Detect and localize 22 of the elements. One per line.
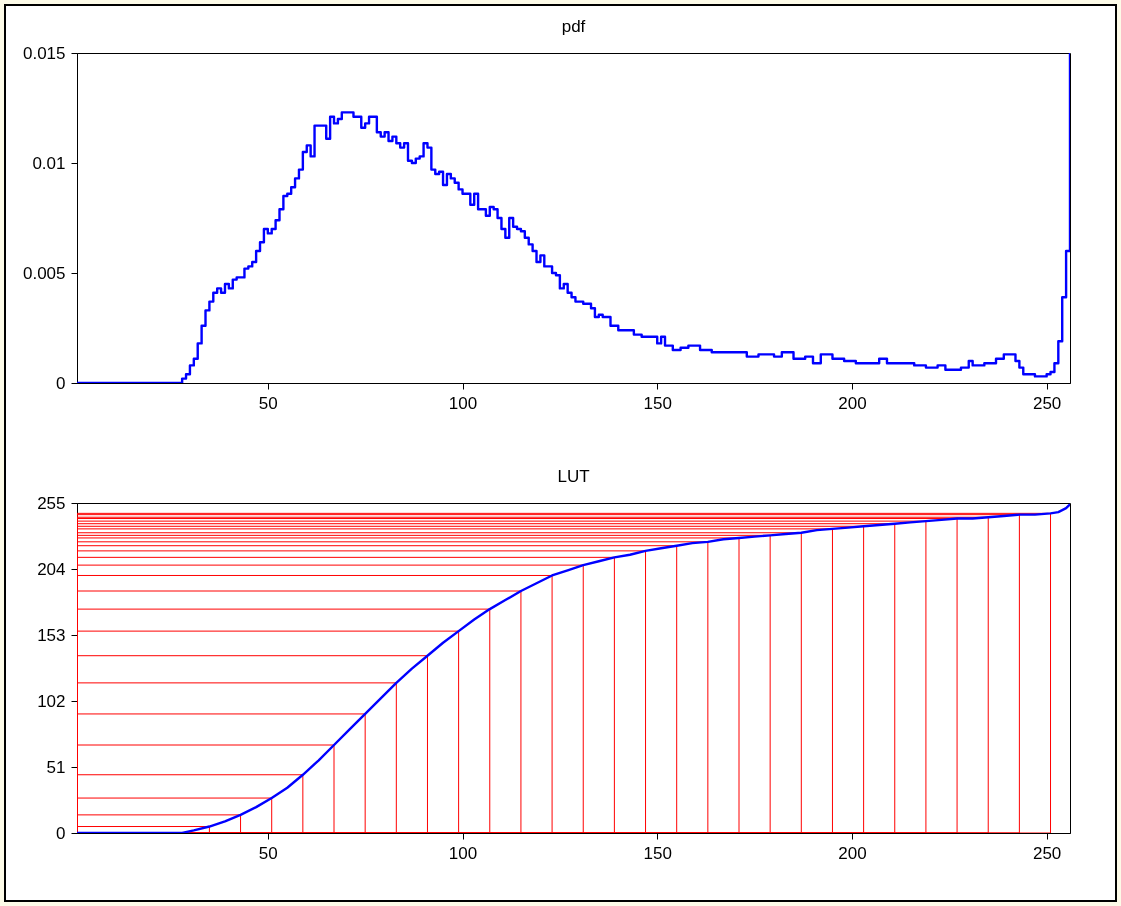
- x-tick-label: 150: [643, 843, 672, 863]
- x-tick-label: 250: [1032, 843, 1062, 863]
- y-tick-label: 0.015: [22, 43, 66, 63]
- x-tick-label: 200: [838, 843, 867, 863]
- y-tick-label: 51: [46, 757, 66, 777]
- x-tick-label: 150: [643, 393, 672, 413]
- y-tick-label: 0.005: [22, 263, 66, 283]
- x-tick-label: 50: [258, 843, 278, 863]
- y-tick-label: 0.01: [32, 153, 66, 173]
- x-tick-label: 100: [448, 843, 478, 863]
- y-tick-label: 153: [37, 625, 66, 645]
- x-tick-label: 200: [838, 393, 867, 413]
- y-tick-label: 204: [37, 559, 66, 579]
- x-tick-label: 250: [1032, 393, 1062, 413]
- y-tick-label: 0: [56, 373, 66, 393]
- y-tick-label: 255: [37, 493, 66, 513]
- chart-title: LUT: [557, 467, 590, 486]
- y-tick-label: 0: [56, 823, 66, 843]
- x-tick-label: 50: [258, 393, 278, 413]
- x-tick-label: 100: [448, 393, 478, 413]
- chart-title: pdf: [561, 17, 586, 36]
- y-tick-label: 102: [37, 691, 66, 711]
